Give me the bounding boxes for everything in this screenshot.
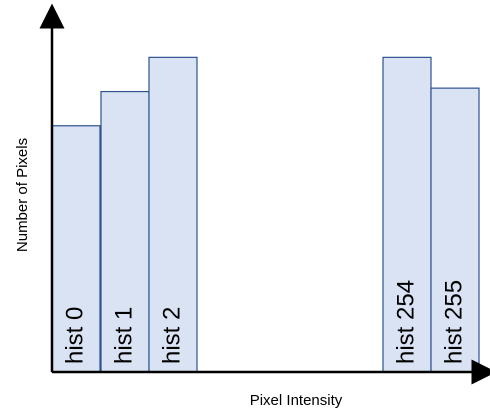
bar-label-hist-1: hist 1 — [110, 307, 137, 364]
bar-hist-0 — [51, 125, 101, 373]
bar-labels-layer: hist 0 hist 1 hist 2 hist 254 hist 255 — [61, 280, 467, 364]
bars-layer — [51, 56, 480, 373]
bar-hist-254 — [382, 56, 432, 373]
bar-label-hist-2: hist 2 — [158, 307, 185, 364]
bar-hist-2 — [148, 56, 198, 373]
bar-label-hist-254: hist 254 — [392, 280, 419, 364]
bar-hist-1 — [100, 90, 150, 373]
y-axis-title: Number of Pixels — [14, 138, 31, 252]
bar-label-hist-255: hist 255 — [440, 280, 467, 364]
bar-label-hist-0: hist 0 — [61, 307, 88, 364]
x-axis-title: Pixel Intensity — [250, 392, 343, 409]
